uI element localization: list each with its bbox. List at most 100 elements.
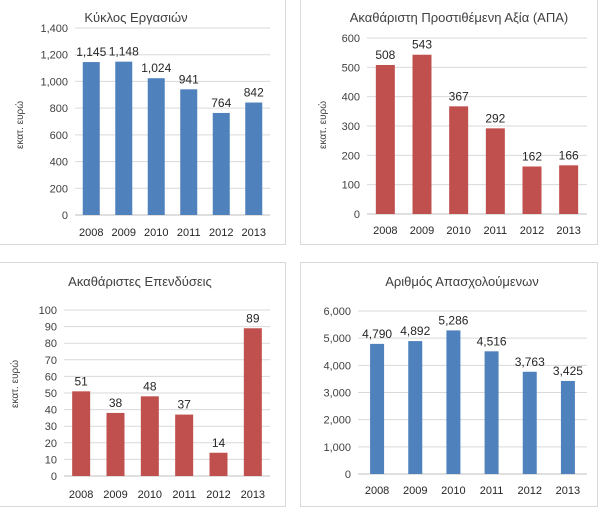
x-tick-label: 2011 [172, 489, 196, 501]
investment-chart-panel: Ακαθάριστες Επενδύσεις εκατ. ευρώ 0 10 20 3… [0, 262, 286, 507]
labels: 0 10 20 30 40 50 60 70 80 90 100 51 2008 38 2009 48 2010… [39, 305, 265, 501]
bar-2009 [408, 341, 423, 474]
bars [375, 54, 579, 214]
y-tick-label: 0 [62, 210, 68, 222]
employment-chart: Αριθμός Απασχολούμενων 0 1,000 2,000 3,000 4… [323, 274, 587, 497]
data-label: 89 [246, 311, 260, 325]
y-tick-label: 50 [45, 388, 57, 400]
x-tick-label: 2009 [410, 225, 434, 237]
data-label: 367 [449, 89, 469, 103]
y-tick-label: 3,000 [323, 388, 351, 400]
data-label: 1,024 [141, 61, 171, 75]
data-label: 4,790 [362, 327, 392, 341]
data-label: 1,148 [109, 45, 139, 59]
x-tick-label: 2012 [520, 225, 544, 237]
x-tick-label: 2012 [518, 485, 542, 497]
gridlines [358, 310, 587, 475]
y-tick-label: 0 [345, 469, 351, 481]
data-label: 3,425 [553, 364, 583, 378]
data-label: 37 [177, 398, 191, 412]
x-tick-label: 2010 [446, 225, 470, 237]
x-tick-label: 2010 [441, 485, 465, 497]
data-label: 48 [143, 379, 157, 393]
data-label: 941 [179, 72, 199, 86]
y-axis-label: εκατ. ευρώ [9, 360, 21, 408]
y-tick-label: 1,400 [40, 23, 68, 35]
data-label: 38 [109, 396, 123, 410]
x-tick-label: 2008 [373, 225, 397, 237]
data-label: 3,763 [515, 355, 545, 369]
y-tick-label: 80 [45, 338, 57, 350]
y-tick-label: 400 [342, 92, 360, 104]
x-tick-label: 2008 [69, 489, 93, 501]
bar-2011 [175, 414, 194, 476]
x-tick-label: 2012 [206, 489, 230, 501]
y-tick-label: 400 [50, 157, 68, 169]
bar-2010 [446, 330, 461, 474]
x-tick-label: 2010 [138, 489, 162, 501]
bar-2009 [115, 61, 133, 215]
y-tick-label: 60 [45, 371, 57, 383]
employment-chart-panel: Αριθμός Απασχολούμενων 0 1,000 2,000 3,000 4… [300, 262, 598, 507]
x-tick-label: 2013 [242, 227, 266, 239]
y-tick-label: 90 [45, 322, 57, 334]
data-label: 51 [74, 374, 88, 388]
y-tick-label: 500 [342, 62, 360, 74]
x-tick-label: 2009 [103, 489, 127, 501]
gridlines [75, 27, 270, 216]
gridlines [64, 309, 270, 477]
y-tick-label: 30 [45, 421, 57, 433]
chart-title: Κύκλος Εργασιών [84, 10, 187, 25]
labels: 0 1,000 2,000 3,000 4,000 5,000 6,000 4,790 2008… [323, 306, 583, 497]
bar-2010 [140, 396, 159, 476]
bars [370, 330, 575, 474]
bar-2012 [522, 166, 542, 214]
bar-2009 [412, 54, 432, 214]
y-tick-label: 1,000 [323, 442, 351, 454]
bar-2009 [106, 412, 125, 476]
chart-frame [0, 0, 286, 245]
y-tick-label: 1,000 [40, 76, 68, 88]
y-tick-label: 100 [39, 305, 57, 317]
y-tick-label: 600 [342, 33, 360, 45]
data-label: 292 [485, 111, 505, 125]
bar-2012 [212, 112, 230, 215]
y-tick-label: 5,000 [323, 333, 351, 345]
x-tick-label: 2011 [480, 485, 504, 497]
bars [82, 61, 263, 215]
labels: 0 100 200 300 400 500 600 508 2008 543 2009 367 2010… [342, 33, 581, 237]
data-label: 4,892 [400, 324, 430, 338]
y-tick-label: 100 [342, 180, 360, 192]
data-label: 543 [412, 38, 432, 52]
y-tick-label: 200 [50, 183, 68, 195]
y-tick-label: 20 [45, 438, 57, 450]
gridlines [367, 37, 587, 215]
gva-chart-panel: Ακαθάριστη Προστιθέμενη Αξία (ΑΠΑ) εκατ.… [300, 0, 598, 245]
y-tick-label: 70 [45, 355, 57, 367]
labels: 0 200 400 600 800 1,000 1,200 1,400 1,145 2008 1,1… [40, 23, 266, 239]
data-label: 1,145 [76, 45, 106, 59]
y-tick-label: 0 [354, 209, 360, 221]
x-tick-label: 2008 [365, 485, 389, 497]
x-tick-label: 2010 [144, 227, 168, 239]
bar-2010 [147, 78, 165, 215]
x-tick-label: 2011 [484, 225, 508, 237]
x-tick-label: 2012 [209, 227, 233, 239]
y-tick-label: 1,200 [40, 50, 68, 62]
turnover-chart: Κύκλος Εργασιών εκατ. ευρώ 0 200 400 600 800… [14, 10, 270, 239]
bar-2008 [72, 391, 91, 476]
bar-2008 [375, 64, 395, 214]
x-tick-label: 2008 [79, 227, 103, 239]
gva-chart: Ακαθάριστη Προστιθέμενη Αξία (ΑΠΑ) εκατ.… [317, 10, 587, 237]
bar-2008 [370, 343, 385, 474]
investment-chart: Ακαθάριστες Επενδύσεις εκατ. ευρώ 0 10 20 3… [9, 274, 270, 501]
y-tick-label: 800 [50, 103, 68, 115]
x-tick-label: 2013 [241, 489, 265, 501]
bar-2012 [209, 452, 228, 476]
chart-title: Αριθμός Απασχολούμενων [385, 274, 539, 289]
y-tick-label: 200 [342, 150, 360, 162]
bars [72, 328, 262, 476]
x-tick-label: 2013 [556, 485, 580, 497]
bar-2011 [180, 89, 198, 215]
y-tick-label: 10 [45, 454, 57, 466]
